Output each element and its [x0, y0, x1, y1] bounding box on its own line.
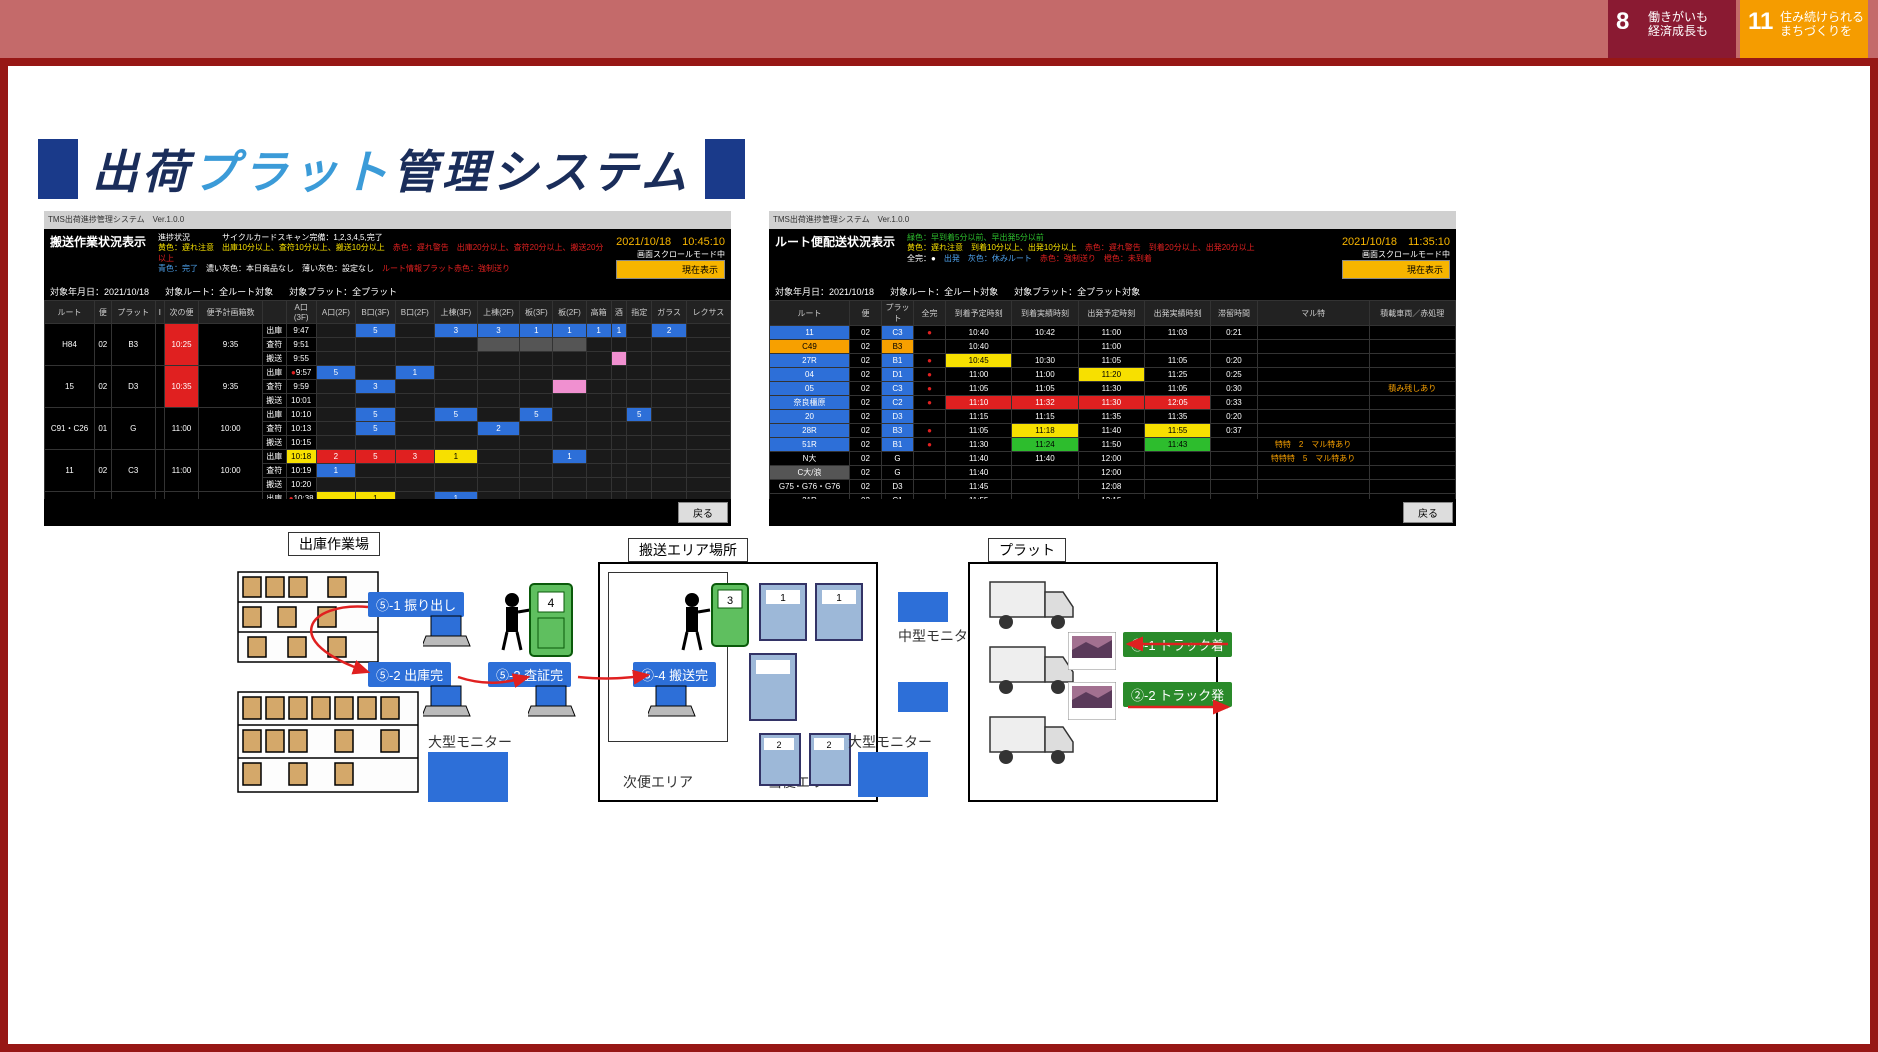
sdg-11-txt: 住み続けられる まちづくりを [1780, 10, 1864, 39]
title-block-left [38, 139, 78, 199]
machine-icon: 1 [758, 582, 808, 642]
kiosk-icon: 4 [528, 582, 574, 658]
win-title-r: ルート便配送状況表示 [775, 233, 895, 250]
zone1-label: 出庫作業場 [288, 532, 380, 556]
svg-text:1: 1 [836, 593, 842, 604]
win-legend-l: 進捗状況 サイクルカードスキャン完備：1,2,3,4,5,完了 黄色：遅れ注意 … [158, 233, 604, 275]
win-header-l: 搬送作業状況表示 進捗状況 サイクルカードスキャン完備：1,2,3,4,5,完了… [44, 229, 731, 283]
win-titlebar-l: TMS出荷進捗管理システム Ver.1.0.0 [48, 214, 184, 225]
step-6-box: ②-2 トラック発 [1123, 682, 1232, 707]
svg-text:4: 4 [548, 596, 555, 610]
win-header-r: ルート便配送状況表示 緑色：早到着5分以前、早出発5分以前 黄色：遅れ注意 到着… [769, 229, 1456, 283]
machine-icon [748, 652, 798, 722]
print-photo-icon [1068, 632, 1116, 670]
zone2-label: 搬送エリア場所 [628, 538, 748, 562]
medium-monitor [898, 592, 948, 622]
win-title-l: 搬送作業状況表示 [50, 233, 146, 250]
large-monitor-b [858, 752, 928, 797]
kiosk-icon: 3 [710, 582, 750, 648]
back-button-r[interactable]: 戻る [1403, 502, 1453, 523]
page-title-row: 出荷プラット管理システム [38, 136, 745, 202]
truck-icon [988, 577, 1078, 632]
win-legend-r: 緑色：早到着5分以前、早出発5分以前 黄色：遅れ注意 到着10分以上、出発10分… [907, 233, 1330, 264]
machine-icon: 2 [808, 732, 852, 787]
win-datetime-r: 2021/10/18 11:35:10 [1342, 233, 1450, 249]
win-subheader-l: 対象年月日：2021/10/18 対象ルート：全ルート対象 対象プラット：全プラ… [44, 283, 731, 300]
back-button-l[interactable]: 戻る [678, 502, 728, 523]
svg-text:2: 2 [776, 740, 781, 750]
screenshots: TMS出荷進捗管理システム Ver.1.0.0 搬送作業状況表示 進捗状況 サイ… [44, 211, 1456, 526]
laptop-icon [423, 614, 473, 656]
page-title: 出荷プラット管理システム [92, 136, 691, 202]
svg-text:3: 3 [727, 595, 733, 607]
transport-grid[interactable]: ルート便プラットⅠ次の便便予計画箱数A口(3F)A口(2F)B口(3F)B口(2… [44, 300, 731, 499]
sdg-8-num: 8 [1616, 8, 1629, 36]
workflow-diagram: 出庫作業場 ⑤-1 振り出し ⑤-2 出庫完 ⑤-3 査証完 [228, 532, 1488, 832]
zone3-label: プラット [988, 538, 1066, 562]
shelf-icon [228, 682, 428, 802]
truck-icon [988, 712, 1078, 767]
win-datetime-l: 2021/10/18 10:45:10 [616, 233, 725, 249]
large-monitor-a [428, 752, 508, 802]
person-icon [678, 592, 712, 652]
route-delivery-window: TMS出荷進捗管理システム Ver.1.0.0 ルート便配送状況表示 緑色：早到… [769, 211, 1456, 526]
top-bar [0, 0, 1878, 58]
now-button-l[interactable]: 現在表示 [616, 260, 725, 279]
route-grid[interactable]: ルート便プラット全完到着予定時刻到着実績時刻出発予定時刻出発実績時刻滞留時間マル… [769, 300, 1456, 499]
monitor-label-lg-b: 大型モニター [848, 732, 932, 752]
laptop-icon [423, 684, 473, 726]
svg-text:1: 1 [780, 593, 786, 604]
print-photo-icon [1068, 682, 1116, 720]
machine-icon: 1 [814, 582, 864, 642]
content-frame: 出荷プラット管理システム TMS出荷進捗管理システム Ver.1.0.0 搬送作… [0, 58, 1878, 1052]
shelf-icon [228, 562, 388, 672]
laptop-icon [528, 684, 578, 726]
step-5-box: ②-1 トラック着 [1123, 632, 1232, 657]
medium-monitor [898, 682, 948, 712]
transport-status-window: TMS出荷進捗管理システム Ver.1.0.0 搬送作業状況表示 進捗状況 サイ… [44, 211, 731, 526]
machine-icon: 2 [758, 732, 802, 787]
truck-icon [988, 642, 1078, 697]
win-titlebar-r: TMS出荷進捗管理システム Ver.1.0.0 [773, 214, 909, 225]
monitor-label-lg-a: 大型モニター [428, 732, 512, 752]
win-subheader-r: 対象年月日：2021/10/18 対象ルート：全ルート対象 対象プラット：全プラ… [769, 283, 1456, 300]
sdg-11-num: 11 [1748, 8, 1773, 36]
subzone-a-label: 次便エリア [623, 772, 693, 792]
title-block-right [705, 139, 745, 199]
laptop-icon [648, 684, 698, 726]
sdg-8-txt: 働きがいも 経済成長も [1648, 10, 1708, 39]
svg-text:2: 2 [826, 740, 831, 750]
now-button-r[interactable]: 現在表示 [1342, 260, 1450, 279]
person-icon [498, 592, 532, 652]
